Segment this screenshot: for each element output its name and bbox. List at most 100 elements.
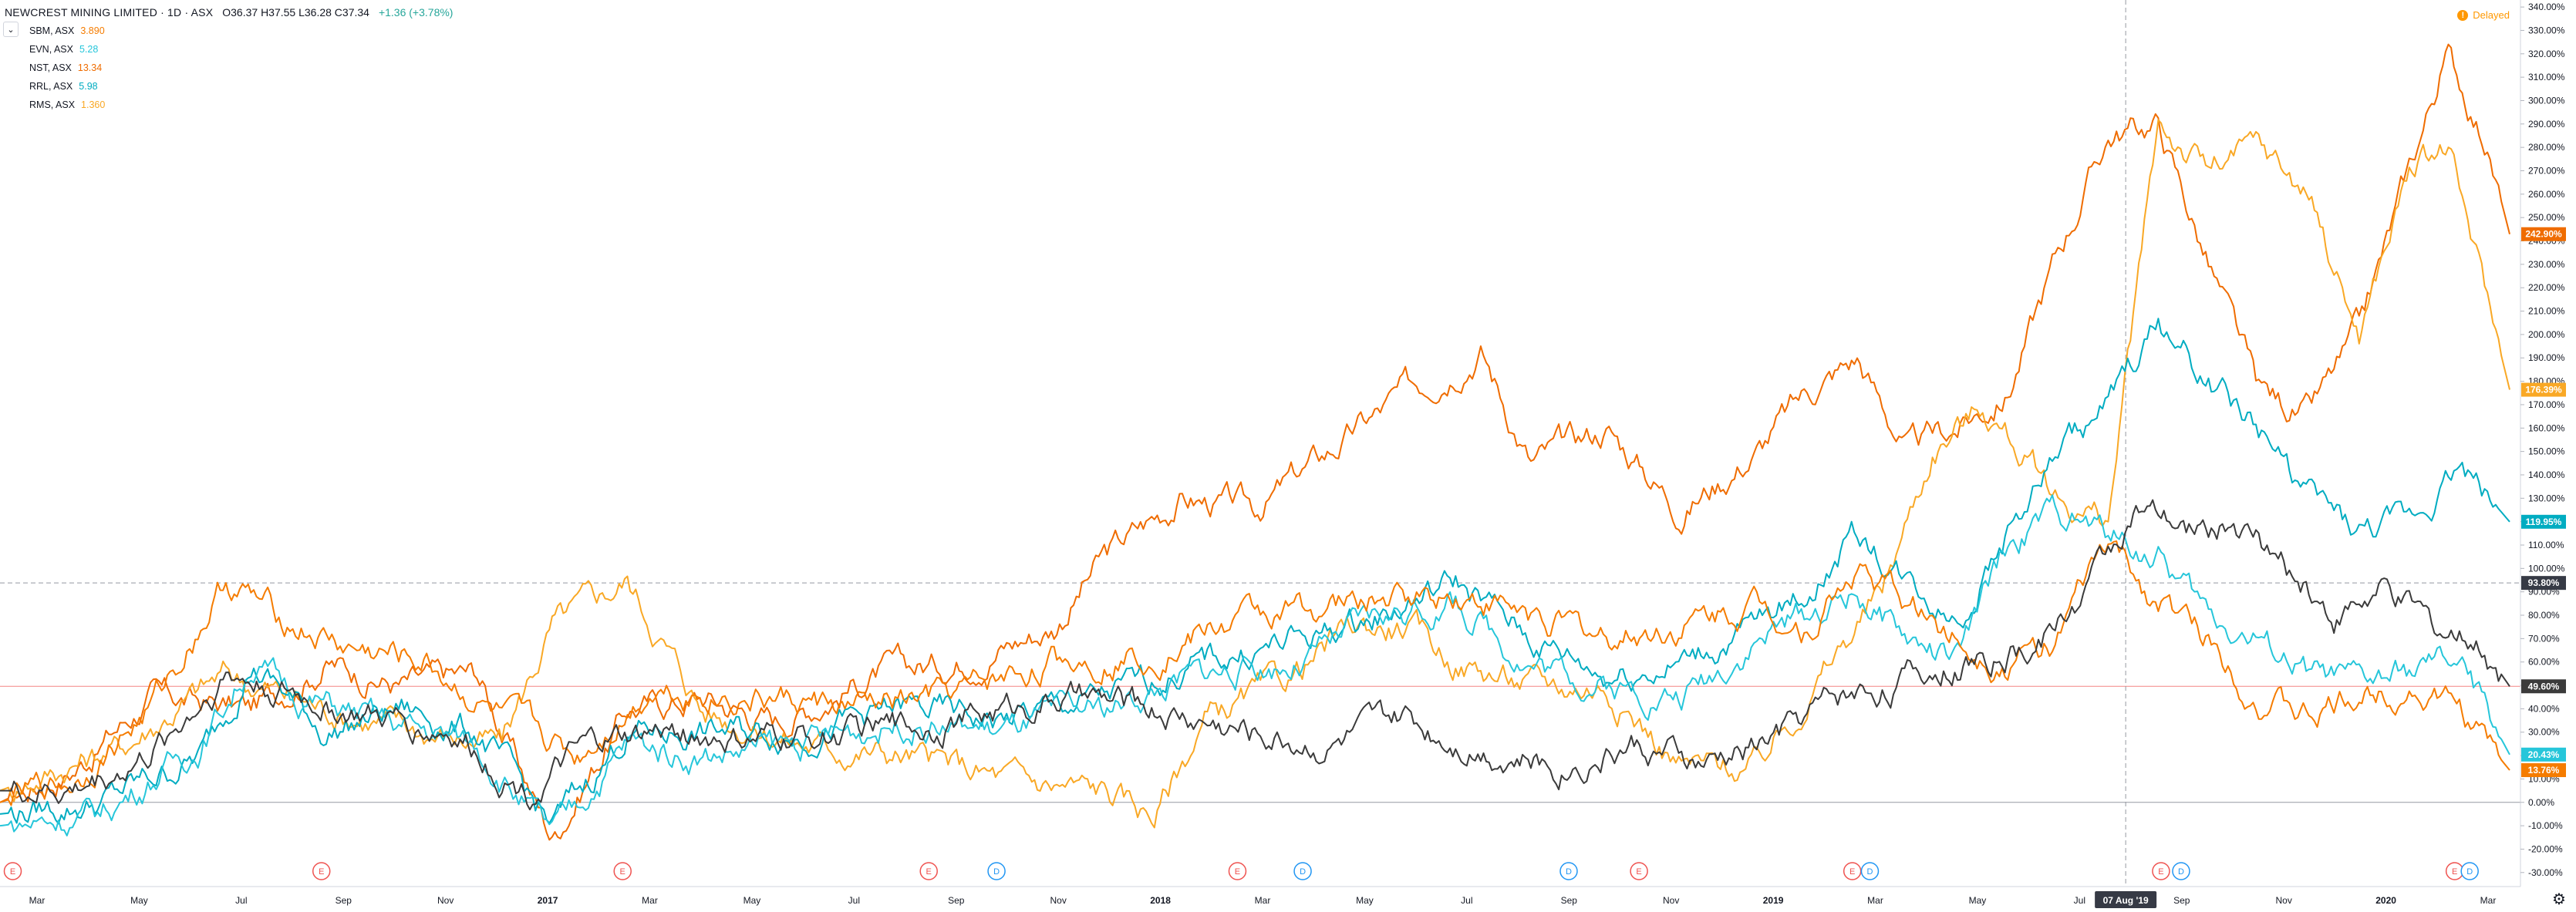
last-value-text: 13.76%: [2528, 765, 2560, 776]
last-value-bg: [2521, 763, 2566, 778]
ohlc-values: O36.37 H37.55 L36.28 C37.34: [222, 6, 369, 19]
y-tick-label: 160.00%: [2528, 422, 2565, 433]
y-tick-label: 290.00%: [2528, 119, 2565, 130]
dividend-marker[interactable]: D: [1559, 862, 1578, 880]
chevron-down-icon[interactable]: ⌄: [3, 22, 19, 37]
event-circle: [919, 862, 938, 880]
y-tick-label: 220.00%: [2528, 282, 2565, 293]
event-letter: D: [1300, 867, 1306, 877]
dividend-marker[interactable]: D: [2460, 862, 2479, 880]
event-circle: [2172, 862, 2190, 880]
event-circle: [2460, 862, 2479, 880]
x-tick-label: Sep: [2173, 895, 2190, 906]
earnings-marker[interactable]: E: [919, 862, 938, 880]
x-tick-label: 2020: [2375, 895, 2396, 906]
y-tick-label: 100.00%: [2528, 563, 2565, 574]
x-tick-label: May: [130, 895, 148, 906]
y-tick-label: 280.00%: [2528, 142, 2565, 153]
series-line-sbm: [0, 540, 2510, 806]
event-circle: [2152, 862, 2170, 880]
legend-item[interactable]: RMS, ASX 1.360: [5, 99, 453, 111]
legend-item-value: 5.98: [79, 81, 98, 92]
event-letter: D: [1866, 867, 1873, 877]
y-tick-label: 60.00%: [2528, 657, 2560, 668]
earnings-marker[interactable]: E: [1228, 862, 1247, 880]
compare-series-list: SBM, ASX 3.890 EVN, ASX 5.28 NST, ASX 13.34 RR…: [5, 25, 453, 111]
x-tick-label: May: [1356, 895, 1374, 906]
legend-item[interactable]: RRL, ASX 5.98: [5, 80, 453, 93]
legend-item[interactable]: NST, ASX 13.34: [5, 62, 453, 74]
legend-item[interactable]: SBM, ASX 3.890: [5, 25, 453, 37]
warning-icon: !: [2457, 9, 2469, 21]
event-circle: [987, 862, 1006, 880]
event-letter: E: [1235, 867, 1240, 877]
series-line-rrl: [0, 318, 2510, 825]
event-letter: E: [1849, 867, 1855, 877]
y-tick-label: -10.00%: [2528, 820, 2563, 831]
last-value-label: 20.43%: [2521, 747, 2566, 762]
x-tick-label: Mar: [29, 895, 46, 906]
dividend-marker[interactable]: D: [1860, 862, 1880, 880]
legend-item-name: SBM, ASX: [29, 25, 75, 36]
y-tick-label: 260.00%: [2528, 189, 2565, 200]
earnings-marker[interactable]: E: [613, 862, 632, 880]
x-tick-label: Jul: [235, 895, 247, 906]
earnings-marker[interactable]: E: [312, 862, 331, 880]
legend-item-name: RMS, ASX: [29, 99, 76, 110]
dividend-marker[interactable]: D: [2172, 862, 2190, 880]
symbol-title[interactable]: NEWCREST MINING LIMITED · 1D · ASX: [5, 6, 214, 19]
event-letter: E: [1636, 867, 1641, 877]
y-tick-label: 340.00%: [2528, 2, 2565, 12]
reference-lines: [0, 0, 2520, 887]
event-circle: [1843, 862, 1862, 880]
legend-item-value: 13.34: [77, 62, 103, 73]
y-tick-label: 30.00%: [2528, 727, 2560, 738]
dividend-marker[interactable]: D: [987, 862, 1006, 880]
last-value-label: 242.90%: [2521, 227, 2566, 241]
event-letter: E: [620, 867, 625, 877]
dividend-marker[interactable]: D: [1293, 862, 1312, 880]
x-tick-label: Mar: [1255, 895, 1271, 906]
series-line-evn: [0, 494, 2510, 836]
event-circle: [1228, 862, 1247, 880]
earnings-marker[interactable]: E: [1843, 862, 1862, 880]
earnings-marker[interactable]: E: [1630, 862, 1648, 880]
legend-item-name: RRL, ASX: [29, 81, 73, 92]
y-tick-label: 270.00%: [2528, 166, 2565, 177]
y-tick-label: 330.00%: [2528, 25, 2565, 35]
earnings-marker[interactable]: E: [3, 862, 22, 880]
x-tick-label: Mar: [642, 895, 658, 906]
legend-item[interactable]: EVN, ASX 5.28: [5, 43, 453, 56]
x-tick-label: Mar: [2480, 895, 2497, 906]
last-value-text: 49.60%: [2528, 681, 2560, 692]
delayed-label: Delayed: [2473, 9, 2510, 21]
earnings-marker[interactable]: E: [2445, 862, 2464, 880]
earnings-marker[interactable]: E: [2152, 862, 2170, 880]
x-tick-label: Jul: [848, 895, 860, 906]
series-last-labels: 242.90% 176.39% 119.95% 20.43% 13.76% 49.60% 9…: [2521, 227, 2566, 778]
y-tick-label: 300.00%: [2528, 95, 2565, 106]
y-tick-label: 140.00%: [2528, 469, 2565, 480]
y-tick-label: 130.00%: [2528, 493, 2565, 503]
y-tick-label: -30.00%: [2528, 867, 2563, 878]
y-tick-label: 170.00%: [2528, 399, 2565, 410]
delayed-badge[interactable]: ! Delayed: [2457, 9, 2510, 21]
last-value-text: 20.43%: [2528, 749, 2560, 760]
x-tick-label: Jul: [1461, 895, 1472, 906]
gear-icon[interactable]: ⚙: [2552, 891, 2566, 908]
x-tick-label: 2019: [1763, 895, 1784, 906]
event-circle: [1293, 862, 1312, 880]
x-tick-label: Nov: [2275, 895, 2291, 906]
x-tick-label: Mar: [1867, 895, 1883, 906]
y-tick-label: 80.00%: [2528, 610, 2560, 621]
event-letter: E: [2158, 867, 2163, 877]
y-tick-label: 110.00%: [2528, 540, 2564, 550]
event-letter: E: [319, 867, 324, 877]
series-line-nst: [0, 43, 2510, 841]
y-tick-label: 200.00%: [2528, 329, 2565, 340]
y-tick-label: -20.00%: [2528, 843, 2563, 854]
event-circle: [1630, 862, 1648, 880]
x-tick-label: May: [1969, 895, 1987, 906]
